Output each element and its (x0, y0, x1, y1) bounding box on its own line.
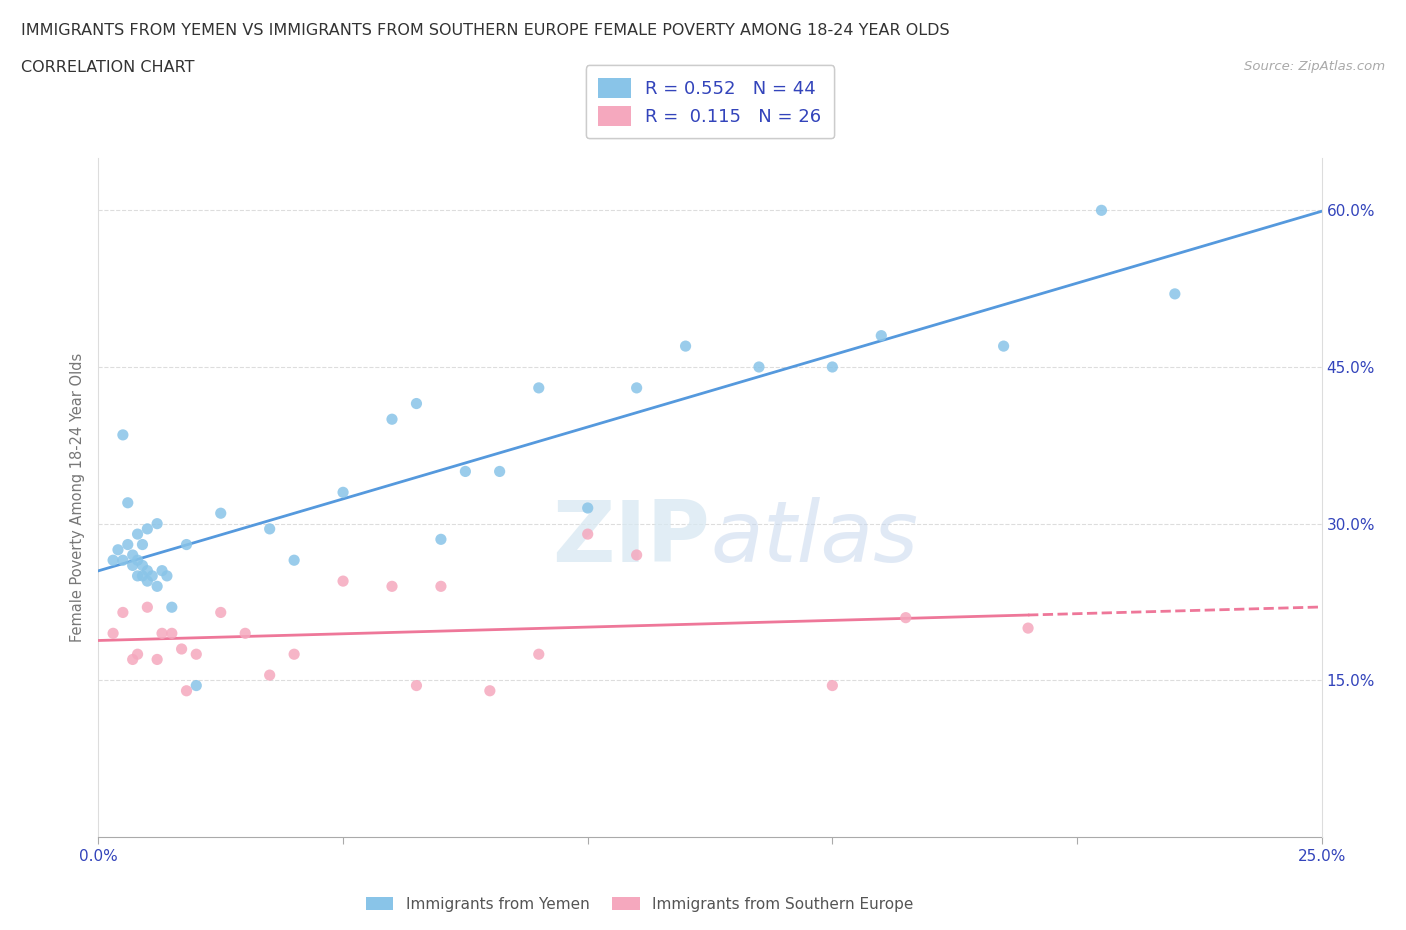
Point (186, 646, 208, 661)
Point (117, 538, 139, 552)
Point (430, 578, 453, 593)
Point (527, 380, 550, 395)
Point (332, 574, 354, 589)
Point (136, 564, 159, 578)
Point (478, 684, 501, 698)
Point (146, 578, 169, 593)
Point (111, 428, 134, 443)
Point (894, 610, 917, 625)
Point (626, 548, 648, 563)
Point (117, 496, 139, 511)
Point (233, 626, 256, 641)
Point (381, 412, 404, 427)
Point (488, 464, 510, 479)
Point (141, 568, 163, 583)
Point (283, 552, 305, 567)
Point (405, 396, 427, 411)
Point (821, 678, 844, 693)
Point (821, 360, 844, 375)
Point (127, 552, 149, 567)
Legend: R = 0.552   N = 44, R =  0.115   N = 26: R = 0.552 N = 44, R = 0.115 N = 26 (586, 65, 834, 139)
Point (146, 516, 169, 531)
Text: CORRELATION CHART: CORRELATION CHART (21, 60, 194, 75)
Point (107, 542, 129, 557)
Point (259, 668, 281, 683)
Point (127, 646, 149, 661)
Point (209, 605, 232, 620)
Point (454, 464, 477, 479)
Point (1090, 203, 1112, 218)
Point (111, 605, 134, 620)
Point (283, 646, 305, 661)
Point (748, 360, 770, 375)
Point (332, 485, 354, 499)
Text: atlas: atlas (710, 497, 918, 579)
Point (576, 526, 599, 541)
Point (576, 500, 599, 515)
Point (675, 339, 697, 353)
Point (131, 538, 153, 552)
Point (870, 328, 893, 343)
Point (101, 626, 124, 641)
Point (160, 626, 183, 641)
Point (136, 600, 159, 615)
Point (259, 522, 281, 537)
Point (405, 678, 427, 693)
Y-axis label: Female Poverty Among 18-24 Year Olds: Female Poverty Among 18-24 Year Olds (70, 352, 86, 643)
Point (1164, 286, 1187, 301)
Point (150, 626, 173, 641)
Point (127, 526, 149, 541)
Point (430, 532, 453, 547)
Point (131, 558, 153, 573)
Point (121, 652, 143, 667)
Point (131, 568, 153, 583)
Point (993, 339, 1015, 353)
Point (626, 380, 648, 395)
Point (381, 578, 404, 593)
Text: Source: ZipAtlas.com: Source: ZipAtlas.com (1244, 60, 1385, 73)
Text: IMMIGRANTS FROM YEMEN VS IMMIGRANTS FROM SOUTHERN EUROPE FEMALE POVERTY AMONG 18: IMMIGRANTS FROM YEMEN VS IMMIGRANTS FROM… (21, 23, 949, 38)
Point (156, 568, 179, 583)
Point (121, 548, 143, 563)
Point (136, 522, 159, 537)
Point (176, 538, 198, 552)
Point (101, 552, 124, 567)
Point (111, 552, 134, 567)
Point (121, 558, 143, 573)
Point (527, 646, 550, 661)
Point (170, 642, 193, 657)
Point (146, 652, 169, 667)
Point (150, 564, 173, 578)
Point (209, 506, 232, 521)
Point (127, 568, 149, 583)
Point (1017, 620, 1039, 635)
Point (186, 678, 208, 693)
Legend: Immigrants from Yemen, Immigrants from Southern Europe: Immigrants from Yemen, Immigrants from S… (360, 890, 920, 918)
Text: ZIP: ZIP (553, 497, 710, 579)
Point (136, 574, 159, 589)
Point (176, 684, 198, 698)
Point (160, 600, 183, 615)
